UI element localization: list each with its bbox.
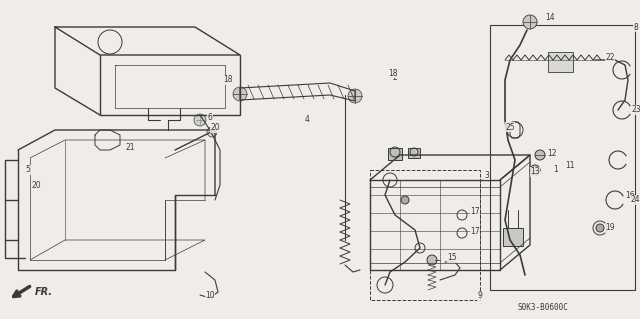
Bar	[548, 52, 573, 72]
Text: S0K3-B0600C: S0K3-B0600C	[518, 303, 568, 313]
Text: 18: 18	[388, 69, 397, 78]
Circle shape	[523, 15, 537, 29]
Text: 19: 19	[605, 224, 615, 233]
Text: 23: 23	[631, 106, 640, 115]
Text: 12: 12	[547, 149, 557, 158]
Circle shape	[596, 224, 604, 232]
Text: 2: 2	[392, 72, 397, 81]
Bar	[503, 228, 523, 246]
Circle shape	[427, 255, 437, 265]
Circle shape	[207, 127, 217, 137]
Text: 3: 3	[484, 170, 490, 180]
Text: 14: 14	[545, 13, 555, 23]
Text: 24: 24	[630, 196, 640, 204]
Text: 4: 4	[305, 115, 309, 124]
Bar	[490, 25, 635, 290]
Text: 11: 11	[565, 160, 575, 169]
Text: 13: 13	[530, 167, 540, 176]
Text: 21: 21	[125, 144, 135, 152]
Text: 6: 6	[207, 114, 212, 122]
Text: 18: 18	[223, 76, 233, 85]
Text: 17: 17	[470, 207, 480, 217]
Circle shape	[530, 165, 540, 175]
Text: 20: 20	[210, 123, 220, 132]
Text: 8: 8	[634, 23, 638, 32]
Bar	[370, 170, 480, 300]
Bar	[408, 148, 420, 158]
Text: 25: 25	[505, 122, 515, 131]
Circle shape	[194, 114, 206, 126]
Circle shape	[348, 89, 362, 103]
Text: 15: 15	[447, 254, 457, 263]
Text: 22: 22	[605, 53, 615, 62]
Text: 17: 17	[470, 227, 480, 236]
Text: 1: 1	[554, 166, 558, 174]
Text: 20: 20	[31, 181, 41, 189]
Circle shape	[401, 196, 409, 204]
Bar	[388, 148, 402, 160]
Text: 16: 16	[625, 190, 635, 199]
Circle shape	[535, 150, 545, 160]
Text: 5: 5	[26, 166, 31, 174]
Circle shape	[233, 87, 247, 101]
Text: 9: 9	[477, 292, 483, 300]
Text: FR.: FR.	[35, 287, 53, 297]
Text: 10: 10	[205, 291, 215, 300]
